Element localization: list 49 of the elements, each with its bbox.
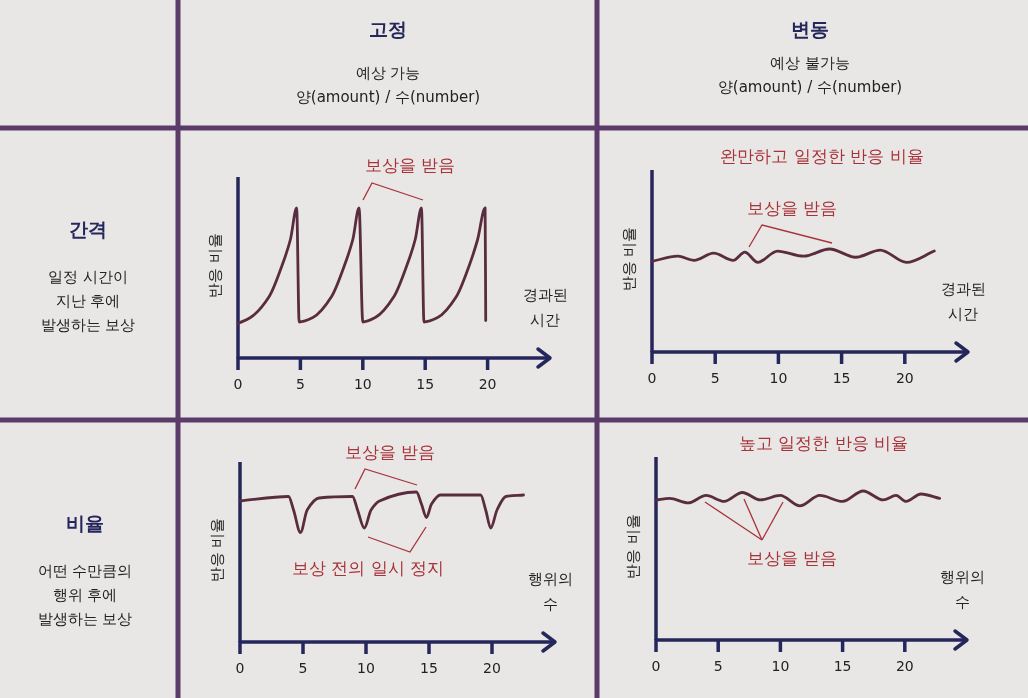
x-tick-label: 10 [353, 376, 372, 392]
x-tick-label: 20 [895, 658, 914, 674]
x-tick-label: 20 [895, 370, 914, 386]
x-tick-label: 5 [713, 658, 723, 674]
text: 일정 시간이 [48, 268, 128, 286]
x-axis-title: 경과된 시간 [940, 280, 986, 323]
text: 양(amount) / 수(number) [295, 88, 481, 106]
x-tick-label: 10 [771, 658, 790, 674]
x-tick-label: 5 [295, 376, 305, 392]
y-axis-title: 반응 비율 [620, 226, 638, 292]
x-tick-label: 10 [769, 370, 788, 386]
y-axis-title: 반응 비율 [206, 233, 224, 298]
text: 발생하는 보상 [37, 610, 133, 628]
y-axis-title: 반응 비율 [624, 514, 642, 579]
chart-title: 높고 일정한 반응 비율 [738, 433, 909, 453]
text: 발생하는 보상 [40, 316, 136, 334]
x-tick-label: 5 [298, 660, 308, 676]
annotation: 보상을 받음 [746, 548, 838, 568]
annotation: 보상 전의 일시 정지 [291, 558, 445, 578]
text: 간격 [69, 218, 107, 240]
x-tick-label: 15 [833, 658, 852, 674]
text: 고정 [369, 18, 407, 40]
y-axis-title: 반응 비율 [208, 517, 226, 583]
x-tick-label: 5 [710, 370, 720, 386]
x-tick-label: 0 [651, 658, 661, 674]
x-tick-label: 15 [416, 376, 435, 392]
x-tick-label: 15 [832, 370, 851, 386]
x-tick-label: 0 [647, 370, 657, 386]
x-axis-title: 행위의 수 [939, 568, 985, 611]
x-tick-label: 15 [420, 660, 438, 676]
x-tick-label: 0 [233, 376, 243, 392]
text: 보상을 받음 [746, 198, 838, 218]
x-tick-label: 20 [478, 376, 497, 392]
text: 양(amount) / 수(number) [717, 78, 903, 96]
text: 변동 [791, 18, 829, 40]
text: 예상 가능 [355, 64, 421, 82]
x-tick-label: 20 [483, 660, 501, 676]
chart-title: 완만하고 일정한 반응 비율 [720, 146, 924, 166]
text: 지난 후에 [55, 292, 121, 310]
text: 비율 [66, 512, 104, 534]
x-axis-title: 경과된 시간 [522, 286, 568, 329]
x-tick-label: 0 [235, 660, 245, 676]
text: 보상을 받음 [364, 155, 456, 175]
text: 보상을 받음 [344, 442, 436, 462]
text: 어떤 수만큼의 [37, 562, 133, 580]
text: 예상 불가능 [770, 54, 850, 72]
x-axis-title: 행위의 수 [527, 570, 573, 613]
x-tick-label: 10 [357, 660, 375, 676]
text: 행위 후에 [52, 586, 118, 604]
